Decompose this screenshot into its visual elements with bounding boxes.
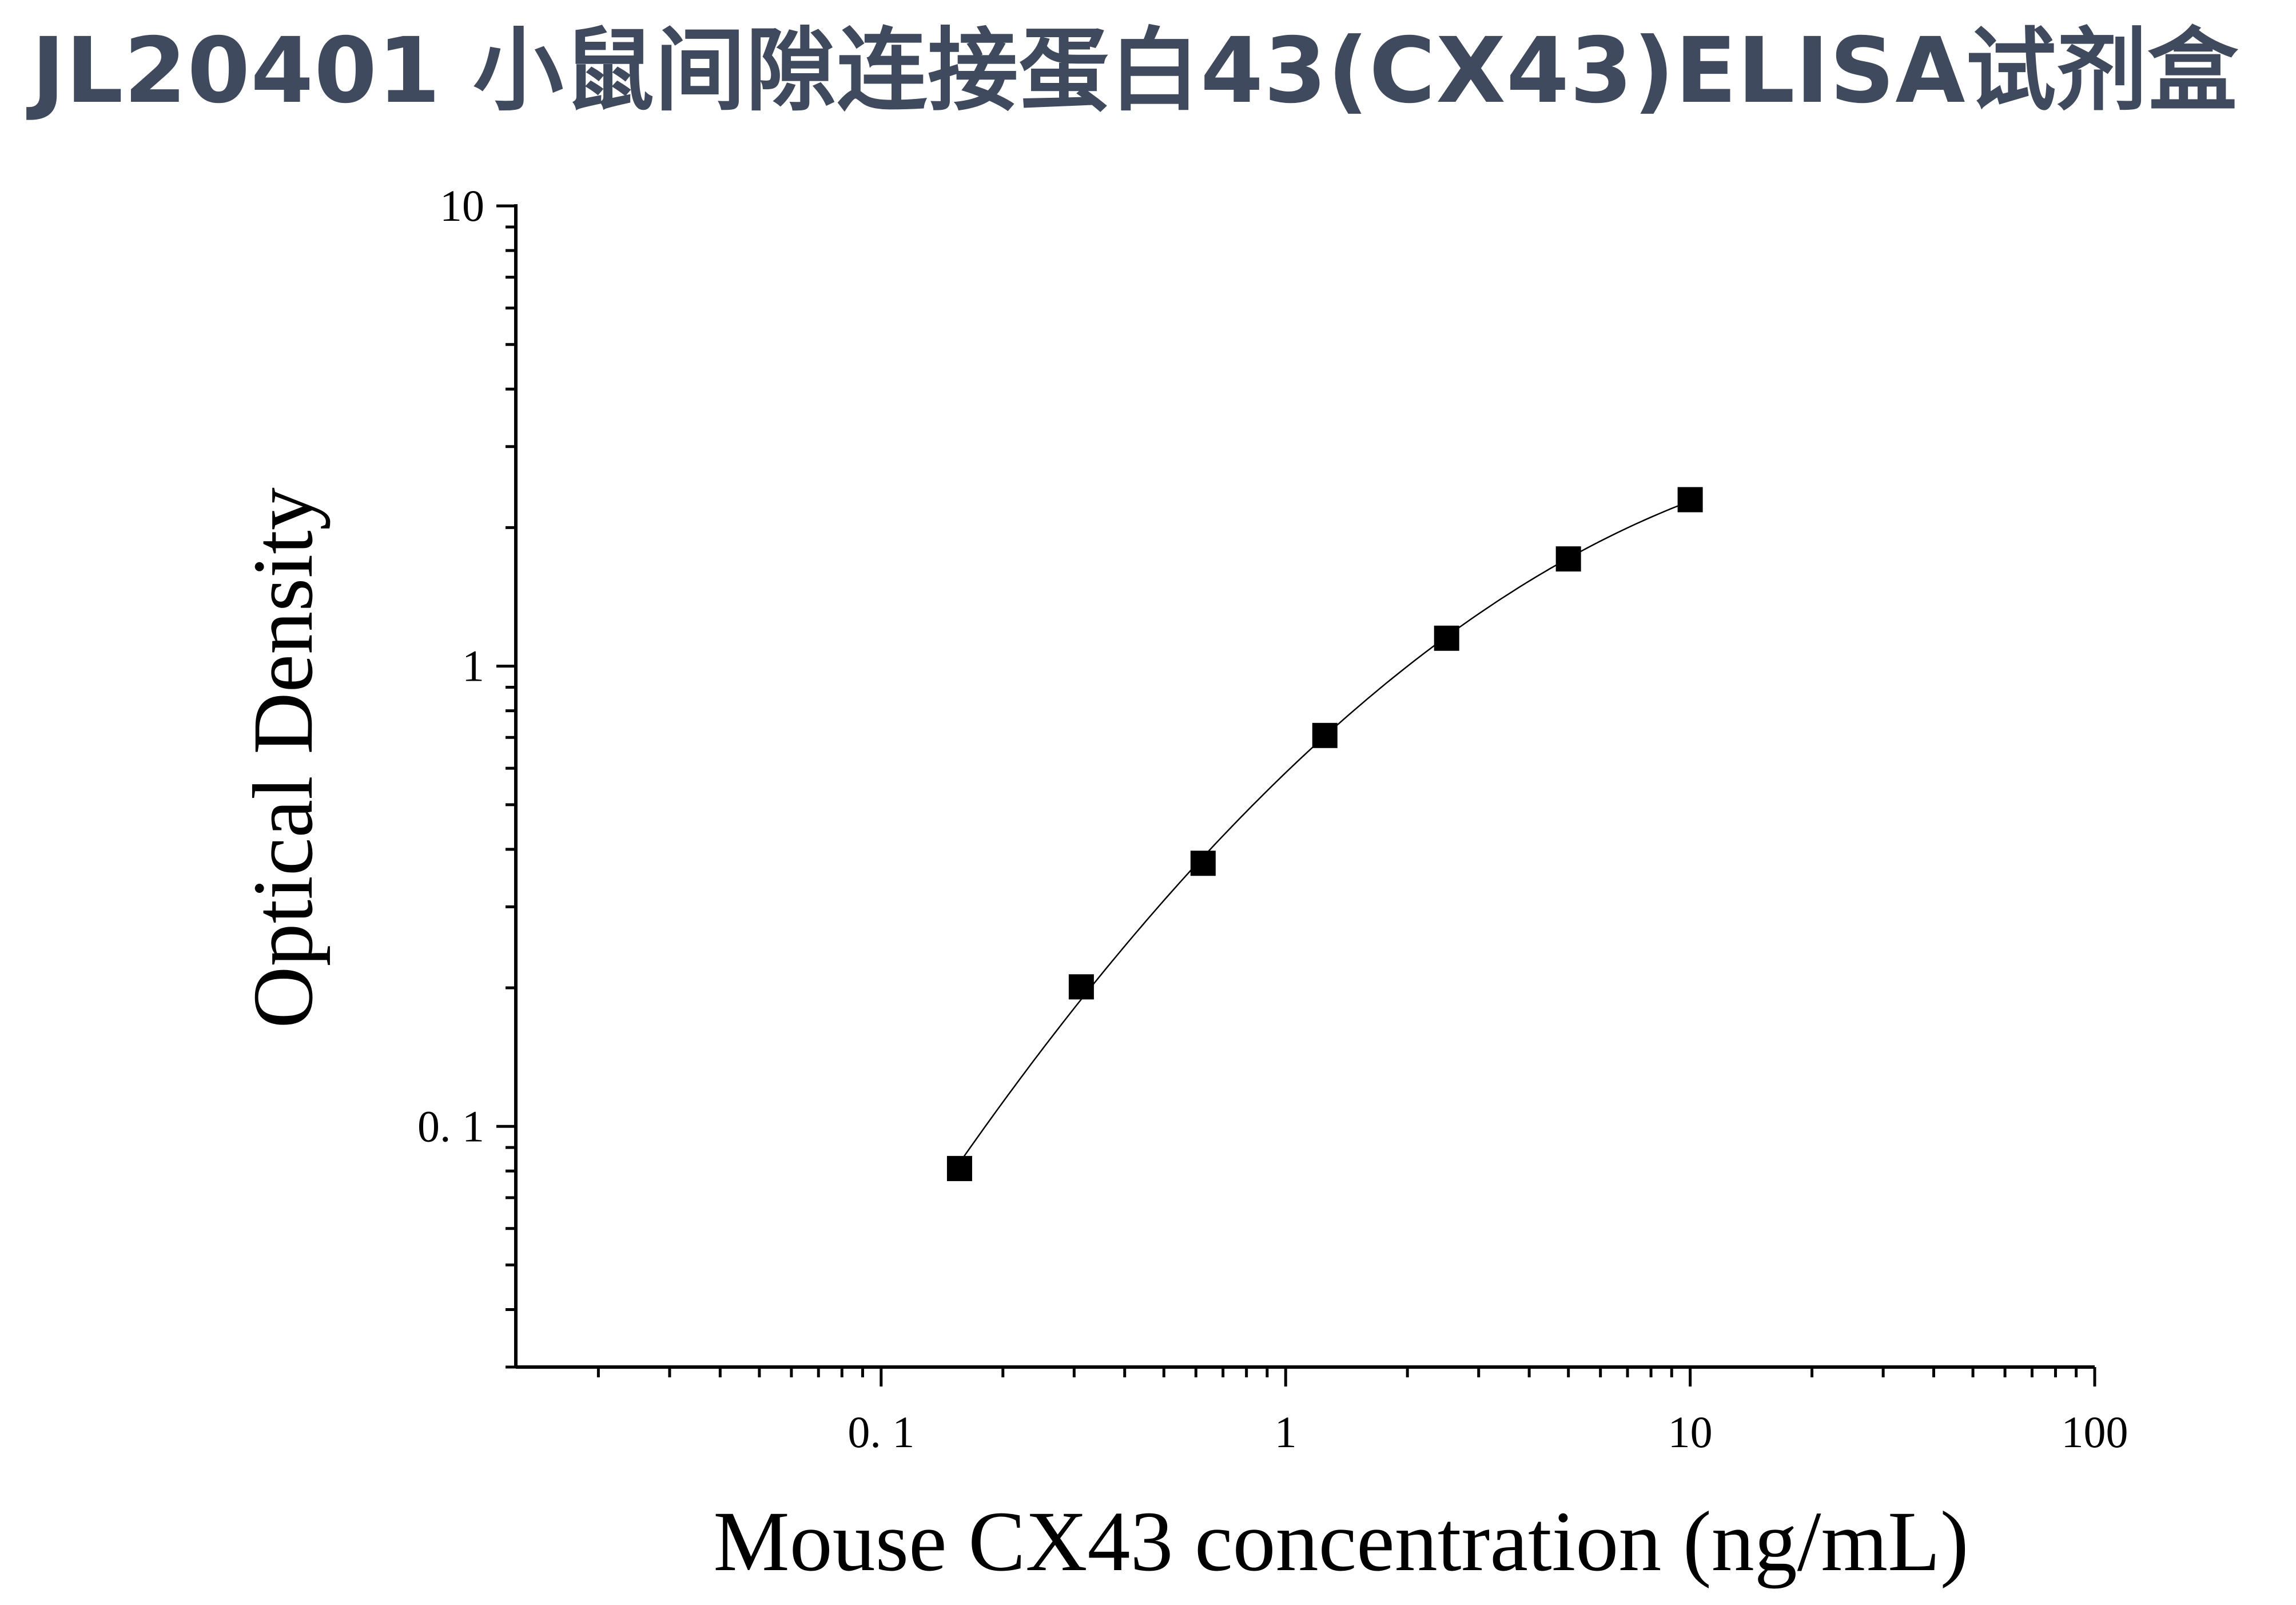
axes [496,204,2096,1387]
fit-curve [958,500,1691,1163]
x-tick-label: 1 [1275,1407,1297,1457]
x-axis-title: Mouse CX43 concentration (ng/mL) [713,1494,1968,1589]
data-point [946,1155,972,1181]
x-tick-label: 100 [2062,1407,2128,1457]
y-axis-title: Optical Density [236,487,331,1028]
data-points [946,487,1703,1181]
y-tick-label: 0. 1 [417,1101,484,1151]
data-point [1312,722,1338,748]
fit-curve-layer [958,500,1691,1163]
data-point [1555,546,1581,572]
y-tick-label: 1 [462,641,484,691]
x-tick-label: 10 [1668,1407,1713,1457]
data-point [1068,974,1094,1000]
data-point [1434,625,1459,651]
data-point [1677,487,1703,513]
data-point [1190,851,1216,876]
x-tick-label: 0. 1 [847,1407,914,1457]
y-tick-label: 10 [440,181,484,231]
page-title: JL20401 小鼠间隙连接蛋白43(CX43)ELISA试剂盒 [31,18,2239,124]
tick-labels: 0. 1 1 10 100 0. 1 1 10 [417,181,2128,1457]
